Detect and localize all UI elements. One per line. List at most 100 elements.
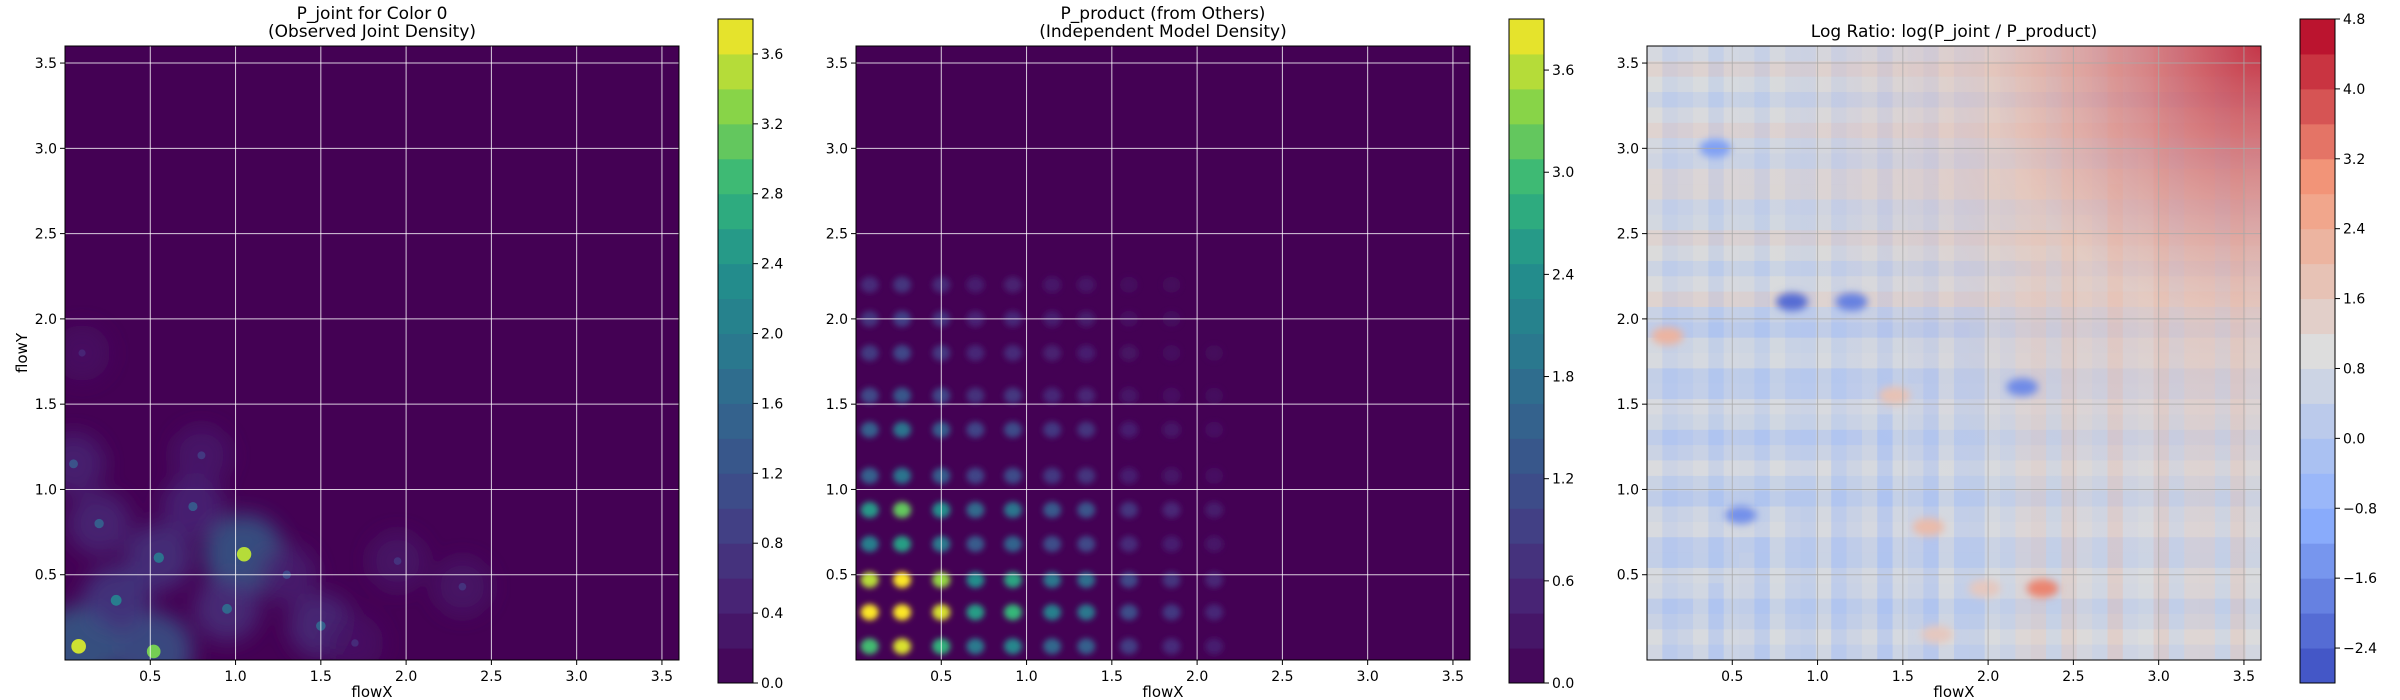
p-product-product-cell — [893, 638, 912, 655]
p-product-y-tick-label: 3.5 — [826, 56, 848, 72]
p-product-colorbar-tick-label: 2.4 — [1552, 267, 1574, 283]
p-joint-colorbar-level — [718, 228, 753, 265]
p-product-product-cell — [1077, 638, 1096, 655]
p-product-colorbar-level — [1509, 438, 1544, 474]
p-product-product-cell — [1003, 501, 1022, 518]
p-product-product-cell — [1162, 501, 1181, 518]
p-joint-x-tick-label: 1.5 — [310, 669, 332, 685]
p-joint-density-blob — [326, 614, 384, 660]
p-joint-colorbar: 0.0 0.4 0.8 1.2 1.6 2.0 2.4 2.8 3.2 3.6 — [717, 18, 783, 692]
p-joint-y-tick-label: 3.0 — [35, 141, 57, 157]
p-joint-density-peak — [458, 582, 467, 591]
p-product-product-cell — [1043, 638, 1062, 655]
p-joint-x-axis-label: flowX — [351, 683, 392, 700]
p-product-product-cell — [966, 421, 985, 438]
p-joint-density-peak — [222, 603, 232, 614]
log-ratio-ratio-feature — [1920, 625, 1953, 644]
p-product-product-cell — [860, 571, 879, 588]
p-product-product-cell — [1077, 571, 1096, 588]
p-product-product-cell — [1119, 536, 1138, 553]
p-joint-density-peak — [146, 644, 161, 659]
log-ratio-colorbar-level — [2300, 648, 2335, 684]
p-joint-density-peak — [110, 594, 122, 606]
log-ratio-colorbar-level — [2300, 368, 2335, 404]
p-product-product-cell — [893, 467, 912, 484]
log-ratio-x-tick-label: 3.5 — [2233, 669, 2255, 685]
p-product-colorbar-level — [1509, 403, 1544, 439]
p-joint-colorbar-tick-label: 3.6 — [761, 47, 783, 63]
p-product-product-cell — [966, 638, 985, 655]
log-ratio-ratio-feature — [2026, 579, 2059, 598]
p-joint-colorbar-level — [718, 438, 753, 474]
p-product-product-cell — [1119, 638, 1138, 655]
p-joint-y-tick-label: 2.0 — [35, 312, 57, 328]
p-product-product-cell — [1043, 536, 1062, 553]
p-product-product-cell — [1043, 276, 1062, 293]
p-joint-colorbar-level — [718, 473, 753, 509]
p-product-colorbar-level — [1509, 508, 1544, 544]
p-product-product-cell — [860, 387, 879, 404]
p-product-colorbar-level — [1509, 88, 1544, 125]
p-product-product-cell — [1205, 638, 1224, 655]
p-joint-x-tick-label: 2.5 — [480, 669, 502, 685]
log-ratio-colorbar-tick-label: 0.8 — [2343, 361, 2365, 377]
log-ratio-y-tick-label: 3.5 — [1617, 56, 1639, 72]
p-joint-subtitle: (Observed Joint Density) — [268, 22, 476, 42]
p-joint-colorbar-level — [718, 578, 753, 614]
p-joint-colorbar-tick-label: 3.2 — [761, 117, 783, 133]
p-joint-density-peak — [188, 501, 198, 512]
p-product-plot-area: 0.5 1.0 1.5 2.0 2.5 3.0 3.5 0.5 1.0 1.5 2.0 2.5 3.0… — [826, 45, 1471, 685]
p-product-colorbar-level — [1509, 648, 1544, 684]
p-product-product-cell — [1162, 345, 1181, 361]
p-product-product-cell — [1119, 345, 1138, 361]
log-ratio-colorbar-level — [2300, 543, 2335, 579]
p-product-product-cell — [1077, 536, 1096, 553]
p-joint-colorbar-level — [718, 298, 753, 335]
p-joint-x-tick-label: 1.0 — [224, 669, 246, 685]
p-joint-density-peak — [236, 547, 252, 562]
log-ratio-high-ratio-region — [1647, 46, 2261, 660]
log-ratio-ratio-feature — [1878, 386, 1911, 405]
log-ratio-colorbar-level — [2300, 158, 2335, 195]
p-product-product-cell — [860, 536, 879, 553]
p-joint-density-peak — [71, 639, 86, 654]
p-product-product-cell — [860, 421, 879, 438]
p-product-product-cell — [1043, 387, 1062, 404]
p-joint-colorbar-level — [718, 263, 753, 300]
p-product-product-cell — [1119, 421, 1138, 438]
p-product-colorbar-level — [1509, 53, 1544, 90]
p-joint-density-peak — [153, 552, 164, 563]
p-product-colorbar-tick-label: 3.6 — [1552, 63, 1574, 79]
p-product-product-cell — [966, 604, 985, 621]
log-ratio-colorbar-level — [2300, 263, 2335, 300]
log-ratio-colorbar-level — [2300, 193, 2335, 230]
p-product-product-cell — [1043, 421, 1062, 438]
p-product-product-cell — [1077, 467, 1096, 484]
p-joint-colorbar-frame — [717, 18, 754, 684]
log-ratio-x-tick-label: 0.5 — [1721, 669, 1743, 685]
p-product-product-cell — [893, 501, 912, 518]
p-product-product-cell — [966, 571, 985, 588]
log-ratio-x-tick-label: 2.5 — [2062, 669, 2084, 685]
log-ratio-title: Log Ratio: log(P_joint / P_product) — [1811, 22, 2097, 42]
p-joint-colorbar-level — [718, 123, 753, 160]
p-product-product-cell — [893, 604, 912, 621]
p-product-product-cell — [966, 467, 985, 484]
log-ratio-colorbar-level — [2300, 53, 2335, 90]
p-product-colorbar-level — [1509, 298, 1544, 335]
p-joint-colorbar-tick-label: 2.8 — [761, 187, 783, 203]
log-ratio-colorbar: −2.4 −1.6 −0.8 0.0 0.8 1.6 2.4 3.2 4.0 4.8 — [2299, 12, 2377, 684]
p-joint-colorbar-level — [718, 19, 753, 55]
p-product-colorbar-level — [1509, 613, 1544, 649]
p-joint-colorbar-tick-label: 1.2 — [761, 466, 783, 482]
log-ratio-colorbar-tick-label: −1.6 — [2343, 571, 2377, 587]
p-product-product-cell — [1003, 604, 1022, 621]
p-product-colorbar: 0.0 0.6 1.2 1.8 2.4 3.0 3.6 — [1508, 18, 1574, 692]
log-ratio-colorbar-level — [2300, 578, 2335, 614]
log-ratio-colorbar-level — [2300, 613, 2335, 649]
log-ratio-colorbar-tick-label: 1.6 — [2343, 292, 2365, 308]
log-ratio-colorbar-tick-label: 4.8 — [2343, 12, 2365, 28]
log-ratio-ratio-feature — [1968, 579, 2001, 598]
p-product-product-cell — [966, 345, 985, 361]
p-product-product-cell — [1003, 571, 1022, 588]
